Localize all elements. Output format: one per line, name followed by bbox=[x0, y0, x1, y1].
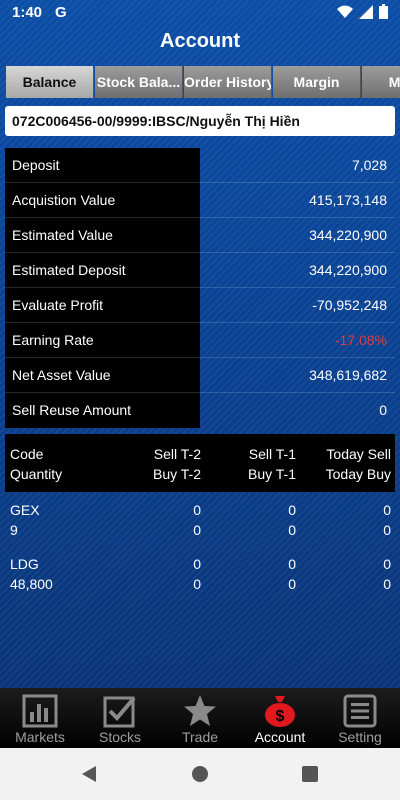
page-title: Account bbox=[160, 30, 240, 52]
summary-row-evaluate-profit: Evaluate Profit -70,952,248 bbox=[5, 288, 395, 323]
header-code: Code bbox=[10, 446, 44, 462]
nav-label: Account bbox=[254, 729, 306, 745]
bar-chart-icon bbox=[22, 694, 58, 728]
summary-value: 7,028 bbox=[351, 157, 387, 173]
summary-row-estimated-deposit: Estimated Deposit 344,220,900 bbox=[5, 253, 395, 288]
row-quantity: 9 bbox=[10, 522, 18, 538]
google-icon: G bbox=[55, 4, 67, 21]
header-sell-t2: Sell T-2 bbox=[153, 446, 201, 462]
summary-row-net-asset: Net Asset Value 348,619,682 bbox=[5, 358, 395, 393]
summary-value: 415,173,148 bbox=[309, 192, 387, 208]
row-today-sell: 0 bbox=[383, 556, 391, 572]
row-quantity: 48,800 bbox=[10, 576, 53, 592]
tab-order-history[interactable]: Order History bbox=[184, 66, 272, 98]
header-buy-t1: Buy T-1 bbox=[248, 466, 296, 482]
back-icon[interactable] bbox=[80, 765, 98, 783]
table-row[interactable]: LDG 48,800 0 0 0 0 0 0 bbox=[5, 556, 395, 600]
checkbox-icon bbox=[103, 696, 136, 728]
svg-text:$: $ bbox=[276, 708, 285, 725]
row-today-buy: 0 bbox=[383, 576, 391, 592]
summary-label: Acquistion Value bbox=[5, 183, 200, 218]
home-icon[interactable] bbox=[191, 765, 209, 783]
tab-bar: Balance Stock Bala... Order History Marg… bbox=[6, 66, 400, 98]
status-bar: 1:40 G bbox=[0, 0, 400, 26]
header-sell-t1: Sell T-1 bbox=[248, 446, 296, 462]
summary-row-deposit: Deposit 7,028 bbox=[5, 148, 395, 183]
row-sell-t1: 0 bbox=[288, 556, 296, 572]
summary-label: Evaluate Profit bbox=[5, 288, 200, 323]
nav-stocks[interactable]: Stocks bbox=[80, 688, 160, 748]
bottom-nav: Markets Stocks Trade $ Account Setting bbox=[0, 688, 400, 748]
nav-label: Markets bbox=[15, 729, 65, 745]
table-row[interactable]: GEX 9 0 0 0 0 0 0 bbox=[5, 502, 395, 546]
row-buy-t1: 0 bbox=[288, 522, 296, 538]
row-sell-t2: 0 bbox=[193, 502, 201, 518]
summary-value: 344,220,900 bbox=[309, 262, 387, 278]
recents-icon[interactable] bbox=[302, 766, 318, 782]
header-buy-t2: Buy T-2 bbox=[153, 466, 201, 482]
header-today-sell: Today Sell bbox=[326, 446, 391, 462]
list-icon bbox=[343, 694, 377, 728]
row-buy-t1: 0 bbox=[288, 576, 296, 592]
nav-label: Setting bbox=[338, 729, 382, 745]
nav-label: Trade bbox=[181, 729, 219, 745]
nav-markets[interactable]: Markets bbox=[0, 688, 80, 748]
tab-margin-2[interactable]: Marg bbox=[362, 66, 400, 98]
summary-value: -70,952,248 bbox=[312, 297, 387, 313]
row-today-buy: 0 bbox=[383, 522, 391, 538]
summary-row-sell-reuse: Sell Reuse Amount 0 bbox=[5, 393, 395, 428]
summary-value-negative: -17.08% bbox=[334, 332, 387, 348]
tab-margin[interactable]: Margin bbox=[273, 66, 361, 98]
holdings-header: Code Quantity Sell T-2 Buy T-2 Sell T-1 … bbox=[5, 434, 395, 492]
wifi-icon bbox=[337, 5, 353, 18]
summary-label: Earning Rate bbox=[5, 323, 200, 358]
star-icon bbox=[184, 695, 216, 726]
status-time: 1:40 bbox=[12, 4, 43, 21]
row-sell-t1: 0 bbox=[288, 502, 296, 518]
row-code: LDG bbox=[10, 556, 39, 572]
row-today-sell: 0 bbox=[383, 502, 391, 518]
summary-row-acquisition: Acquistion Value 415,173,148 bbox=[5, 183, 395, 218]
summary-label: Sell Reuse Amount bbox=[5, 393, 200, 428]
summary-row-estimated-value: Estimated Value 344,220,900 bbox=[5, 218, 395, 253]
summary-label: Net Asset Value bbox=[5, 358, 200, 393]
row-buy-t2: 0 bbox=[193, 576, 201, 592]
signal-icon bbox=[359, 4, 373, 19]
nav-label: Stocks bbox=[98, 729, 141, 745]
nav-account[interactable]: $ Account bbox=[240, 688, 320, 748]
summary-value: 348,619,682 bbox=[309, 367, 387, 383]
summary-label: Deposit bbox=[5, 148, 200, 183]
tab-stock-balance[interactable]: Stock Bala... bbox=[95, 66, 183, 98]
account-selector[interactable]: 072C006456-00/9999:IBSC/Nguyễn Thị Hiền bbox=[5, 106, 395, 136]
holdings-table: Code Quantity Sell T-2 Buy T-2 Sell T-1 … bbox=[5, 434, 395, 680]
row-code: GEX bbox=[10, 502, 40, 518]
summary-value: 344,220,900 bbox=[309, 227, 387, 243]
row-buy-t2: 0 bbox=[193, 522, 201, 538]
summary-row-earning-rate: Earning Rate -17.08% bbox=[5, 323, 395, 358]
header-today-buy: Today Buy bbox=[325, 466, 391, 482]
money-bag-icon: $ bbox=[265, 696, 295, 727]
summary-label: Estimated Value bbox=[5, 218, 200, 253]
system-nav-bar bbox=[0, 748, 400, 800]
tab-balance[interactable]: Balance bbox=[6, 66, 94, 98]
nav-setting[interactable]: Setting bbox=[320, 688, 400, 748]
summary-label: Estimated Deposit bbox=[5, 253, 200, 288]
battery-icon bbox=[379, 4, 388, 19]
header-quantity: Quantity bbox=[10, 466, 63, 482]
row-sell-t2: 0 bbox=[193, 556, 201, 572]
summary-value: 0 bbox=[379, 402, 387, 418]
nav-trade[interactable]: Trade bbox=[160, 688, 240, 748]
balance-summary: Deposit 7,028 Acquistion Value 415,173,1… bbox=[5, 148, 395, 428]
